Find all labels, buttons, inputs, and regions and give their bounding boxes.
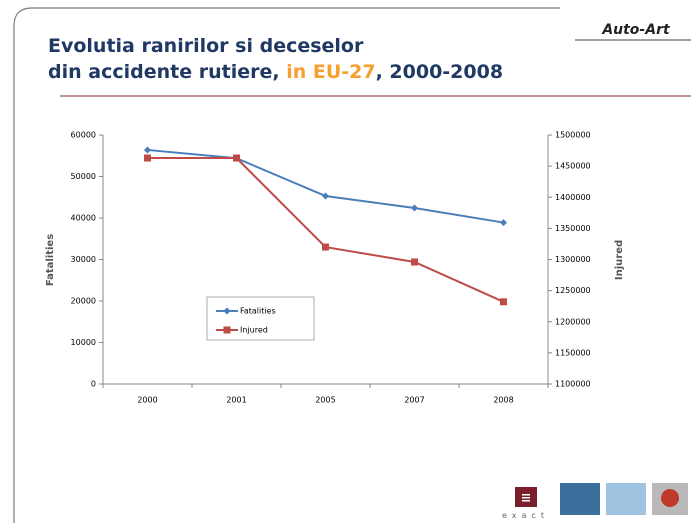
- title-highlight: in EU-27: [286, 61, 375, 83]
- y2-tick-label: 1500000: [555, 131, 591, 140]
- slide-border: [13, 7, 560, 523]
- y2-tick-label: 1450000: [555, 162, 591, 171]
- data-point: [411, 258, 418, 266]
- y2-tick-label: 1200000: [555, 317, 591, 326]
- data-point: [322, 192, 329, 200]
- y2-tick-label: 1300000: [555, 255, 591, 264]
- data-point: [144, 146, 151, 154]
- title-line: din accidente rutiere, in EU-27, 2000-20…: [48, 61, 503, 83]
- y2-tick-label: 1400000: [555, 193, 591, 202]
- legend-marker: [223, 326, 231, 334]
- x-tick-label: 2000: [137, 396, 157, 405]
- y-tick-label: 60000: [71, 131, 96, 140]
- y-tick-label: 10000: [71, 338, 96, 347]
- x-tick-label: 2005: [315, 396, 335, 405]
- data-point: [500, 219, 507, 227]
- x-tick-label: 2001: [226, 396, 246, 405]
- data-point: [322, 243, 329, 251]
- y2-tick-label: 1250000: [555, 286, 591, 295]
- x-tick-label: 2007: [404, 396, 424, 405]
- y2-axis-title: Injured: [614, 240, 625, 280]
- logo: Auto-Art: [601, 22, 671, 38]
- y-tick-label: 30000: [71, 255, 96, 264]
- y-tick-label: 20000: [71, 297, 96, 306]
- y-tick-label: 50000: [71, 172, 96, 181]
- y-axis-title: Fatalities: [45, 234, 56, 286]
- legend-label: Injured: [240, 326, 268, 335]
- y2-tick-label: 1150000: [555, 348, 591, 357]
- title-part: , 2000-2008: [376, 61, 503, 83]
- chart: 0 10000 20000 30000 40000 50000 60000 1100000 11…: [45, 131, 625, 405]
- data-point: [411, 204, 418, 212]
- y2-tick-label: 1350000: [555, 224, 591, 233]
- title-line: Evolutia ranirilor si deceselor: [48, 35, 364, 57]
- footer-brand: exact: [502, 511, 549, 520]
- y-tick-label: 0: [91, 380, 96, 389]
- legend-marker: [223, 307, 231, 315]
- data-point: [144, 154, 151, 162]
- y-tick-label: 40000: [71, 214, 96, 223]
- data-point: [500, 298, 507, 306]
- title-part: din accidente rutiere,: [48, 61, 286, 83]
- x-tick-label: 2008: [493, 396, 513, 405]
- footer-icons: [515, 483, 688, 515]
- data-point: [233, 154, 240, 162]
- legend-label: Fatalities: [240, 307, 276, 316]
- y2-tick-label: 1100000: [555, 380, 591, 389]
